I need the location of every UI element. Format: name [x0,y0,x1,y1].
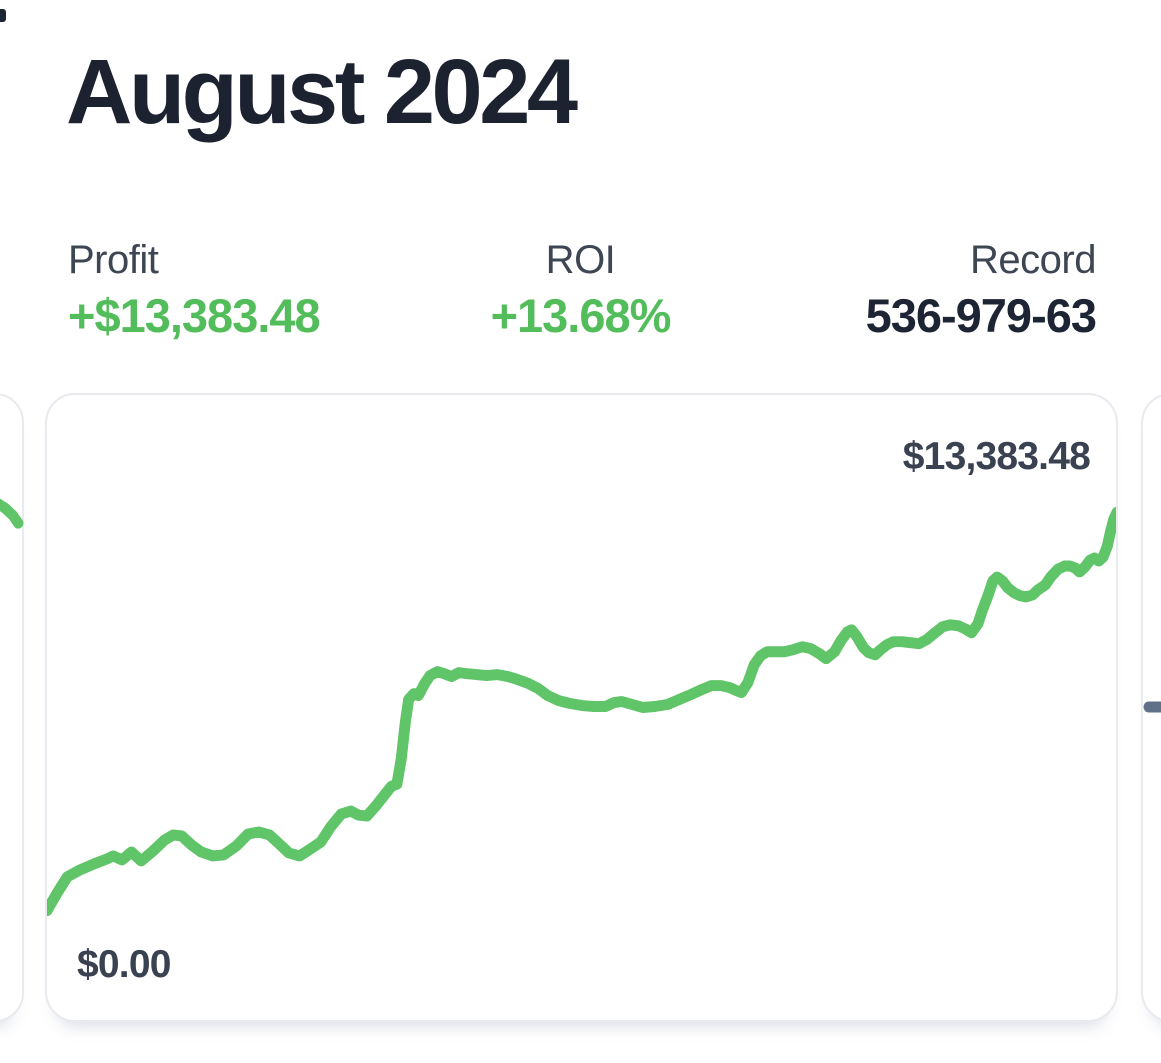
roi-label: ROI [545,238,616,282]
profit-line-chart [47,506,1116,917]
profit-value: +$13,383.48 [68,289,321,342]
next-month-card-stub[interactable] [1141,393,1161,1022]
chart-max-label: $13,383.48 [902,435,1091,478]
record-label: Record [970,238,1096,282]
stat-profit: Profit +$13,383.48 [68,238,321,342]
previous-month-card-stub[interactable] [0,393,24,1022]
profit-label: Profit [68,238,159,282]
main-chart-card[interactable]: $13,383.48 $0.00 [45,393,1118,1022]
roi-value: +13.68% [490,289,672,342]
left-fragment-path [0,498,24,529]
profit-line-path [47,506,1116,917]
previous-month-line-fragment [0,498,24,529]
chart-zero-label: $0.00 [77,943,171,986]
record-value: 536-979-63 [865,289,1097,342]
next-month-line-fragment [1143,701,1161,713]
stat-record: Record 536-979-63 [865,238,1097,342]
screen-edge-artifact [0,9,6,22]
page-title: August 2024 [66,41,578,143]
stat-roi: ROI +13.68% [490,238,672,342]
stats-row: Profit +$13,383.48 ROI +13.68% Record 53… [0,240,1161,350]
